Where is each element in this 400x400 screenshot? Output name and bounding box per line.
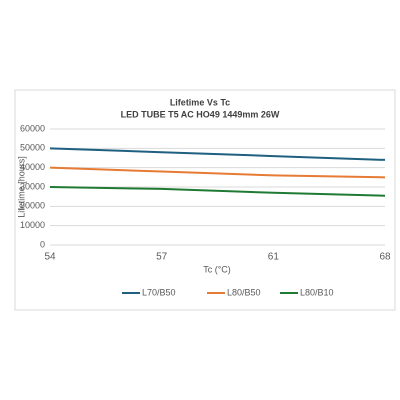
y-tick-label: 30000 [20,181,45,191]
legend-label: L80/B10 [300,287,334,297]
y-tick-label: 10000 [20,220,45,230]
series-line [49,147,386,161]
y-tick-label: 20000 [20,201,45,211]
y-tick-label: 50000 [20,143,45,153]
x-axis-label: Tc (°C) [203,264,231,274]
y-tick-label: 60000 [20,123,45,133]
series-line [49,166,386,179]
x-tick-label: 54 [44,252,56,263]
x-tick-label: 68 [379,252,391,263]
y-axis-label: Lifetime [hours] [16,156,26,218]
legend-label: L70/B50 [142,287,176,297]
chart-title: Lifetime Vs Tc [170,97,230,107]
x-tick-label: 57 [156,252,168,263]
legend-label: L80/B50 [227,287,261,297]
chart-subtitle: LED TUBE T5 AC HO49 1449mm 26W [121,109,280,119]
series-line [49,186,386,197]
y-tick-label: 0 [40,239,45,249]
y-tick-label: 40000 [20,162,45,172]
x-tick-label: 61 [268,252,280,263]
chart-frame [14,89,396,311]
